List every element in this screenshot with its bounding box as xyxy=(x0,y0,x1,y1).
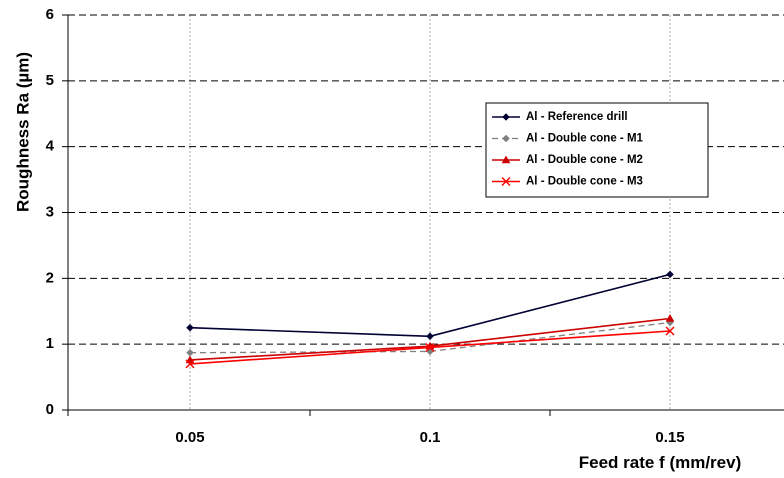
point-s2-2 xyxy=(665,313,675,322)
legend: Al - Reference drill Al - Double cone - M… xyxy=(485,102,709,198)
legend-marker-0 xyxy=(502,113,510,121)
legend-label-1: Al - Double cone - M1 xyxy=(526,133,644,145)
legend-label-0: Al - Reference drill xyxy=(526,111,628,123)
legend-marker-2 xyxy=(501,155,511,164)
y-tick-label-6: 6 xyxy=(46,6,54,23)
point-s0-0 xyxy=(186,323,194,332)
y-tick-label-5: 5 xyxy=(46,72,54,89)
x-tick-label-2: 0.15 xyxy=(655,429,684,446)
legend-marker-3 xyxy=(501,177,511,186)
legend-box xyxy=(485,102,709,198)
x-axis-title: Feed rate f (mm/rev) xyxy=(579,453,742,472)
y-tick-label-2: 2 xyxy=(46,269,54,286)
x-tick-label-0: 0.05 xyxy=(175,429,204,446)
legend-marker-1 xyxy=(502,134,510,143)
legend-label-2: Al - Double cone - M2 xyxy=(526,154,643,166)
point-s3-0 xyxy=(185,359,195,369)
point-s3-1 xyxy=(425,342,435,352)
y-tick-label-1: 1 xyxy=(46,335,54,352)
y-tick-label-0: 0 xyxy=(46,401,54,418)
axes-layer: 0 1 2 3 4 5 6 0.05 0.1 0.15 xyxy=(46,6,784,446)
point-s0-2 xyxy=(666,270,674,279)
y-tick-label-4: 4 xyxy=(46,138,55,155)
point-s0-1 xyxy=(426,332,434,341)
legend-label-3: Al - Double cone - M3 xyxy=(526,176,643,188)
point-s3-2 xyxy=(665,326,675,336)
series-layer xyxy=(185,270,675,369)
x-tick-label-1: 0.1 xyxy=(420,429,441,446)
y-tick-label-3: 3 xyxy=(46,203,54,220)
y-axis-title: Roughness Ra (µm) xyxy=(13,52,32,212)
